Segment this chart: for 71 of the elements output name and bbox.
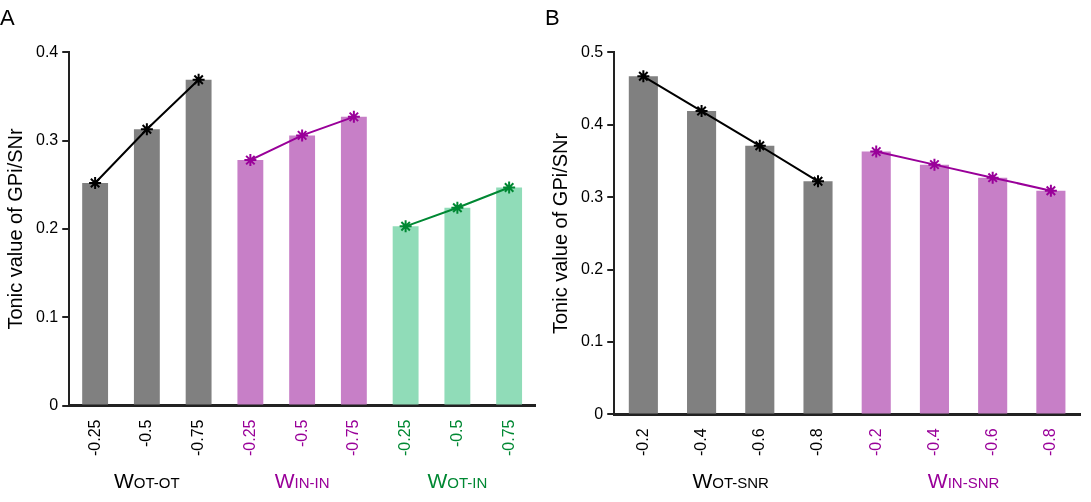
x-tick-label: -0.6 (750, 428, 768, 457)
point (985, 170, 1000, 185)
y-tick-label: 0.5 (580, 42, 604, 60)
x-tick-label: -0.5 (447, 419, 465, 448)
point (694, 104, 709, 119)
y-tick-label: 0.3 (580, 187, 604, 205)
text: WIN-IN (274, 469, 330, 492)
bar (392, 226, 419, 405)
y-tick-label: 0 (49, 395, 59, 413)
bar (340, 116, 367, 405)
point (191, 72, 206, 87)
bar (496, 187, 523, 405)
y-tick-label: 0.2 (35, 219, 59, 237)
point (295, 128, 310, 143)
y-axis-title: Tonic value of GPi/SNr (548, 132, 571, 335)
bar (289, 135, 316, 405)
text: WOT-OT (114, 469, 180, 492)
point (502, 180, 517, 195)
point (927, 157, 942, 172)
x-tick-label: -0.25 (396, 419, 414, 456)
bar (133, 129, 160, 405)
chart-title: A (0, 5, 15, 31)
x-tick-label: -0.6 (983, 428, 1001, 457)
x-tick-label: -0.8 (1041, 428, 1059, 457)
x-tick-label: -0.4 (924, 428, 942, 457)
point (398, 219, 413, 234)
x-tick-label: -0.5 (292, 419, 310, 448)
bar (444, 207, 471, 405)
bar (82, 183, 109, 405)
bar (185, 79, 212, 405)
y-tick-label: 0.4 (580, 115, 604, 133)
y-tick-label: 0.3 (35, 131, 59, 149)
x-tick-label: -0.2 (633, 428, 651, 457)
y-tick-label: 0.2 (580, 260, 604, 278)
text: WOT-SNR (692, 469, 770, 492)
point (450, 200, 465, 215)
point (636, 69, 651, 84)
point (811, 174, 826, 189)
point (346, 109, 361, 124)
point (139, 122, 154, 137)
x-tick-label: -0.8 (808, 428, 826, 457)
y-tick-label: 0.1 (35, 307, 59, 325)
text: WIN-SNR (927, 469, 1000, 492)
text: WOT-IN (427, 469, 488, 492)
bar (687, 111, 717, 414)
bar (861, 151, 891, 414)
x-tick-label: -0.75 (499, 419, 517, 456)
bar (1036, 190, 1066, 414)
bar (978, 177, 1008, 414)
bar (628, 76, 658, 414)
point (88, 176, 103, 191)
y-axis-title: Tonic value of GPi/SNr (3, 128, 26, 330)
bar (237, 160, 264, 405)
x-tick-label: -0.4 (691, 428, 709, 457)
x-tick-label: -0.5 (137, 419, 155, 448)
y-tick-label: 0 (594, 404, 604, 422)
x-tick-label: -0.25 (240, 419, 258, 456)
x-tick-label: -0.75 (189, 419, 207, 456)
bar (919, 164, 950, 414)
point (1043, 183, 1058, 198)
x-tick-label: -0.25 (85, 419, 103, 456)
point (869, 144, 884, 159)
point (752, 138, 767, 153)
chart-title: B (545, 5, 560, 31)
y-tick-label: 0.4 (35, 42, 59, 60)
x-tick-label: -0.75 (344, 419, 362, 456)
bar (745, 145, 775, 414)
point (243, 153, 258, 168)
x-tick-label: -0.2 (866, 428, 884, 457)
y-tick-label: 0.1 (580, 332, 604, 350)
bar (803, 181, 833, 414)
